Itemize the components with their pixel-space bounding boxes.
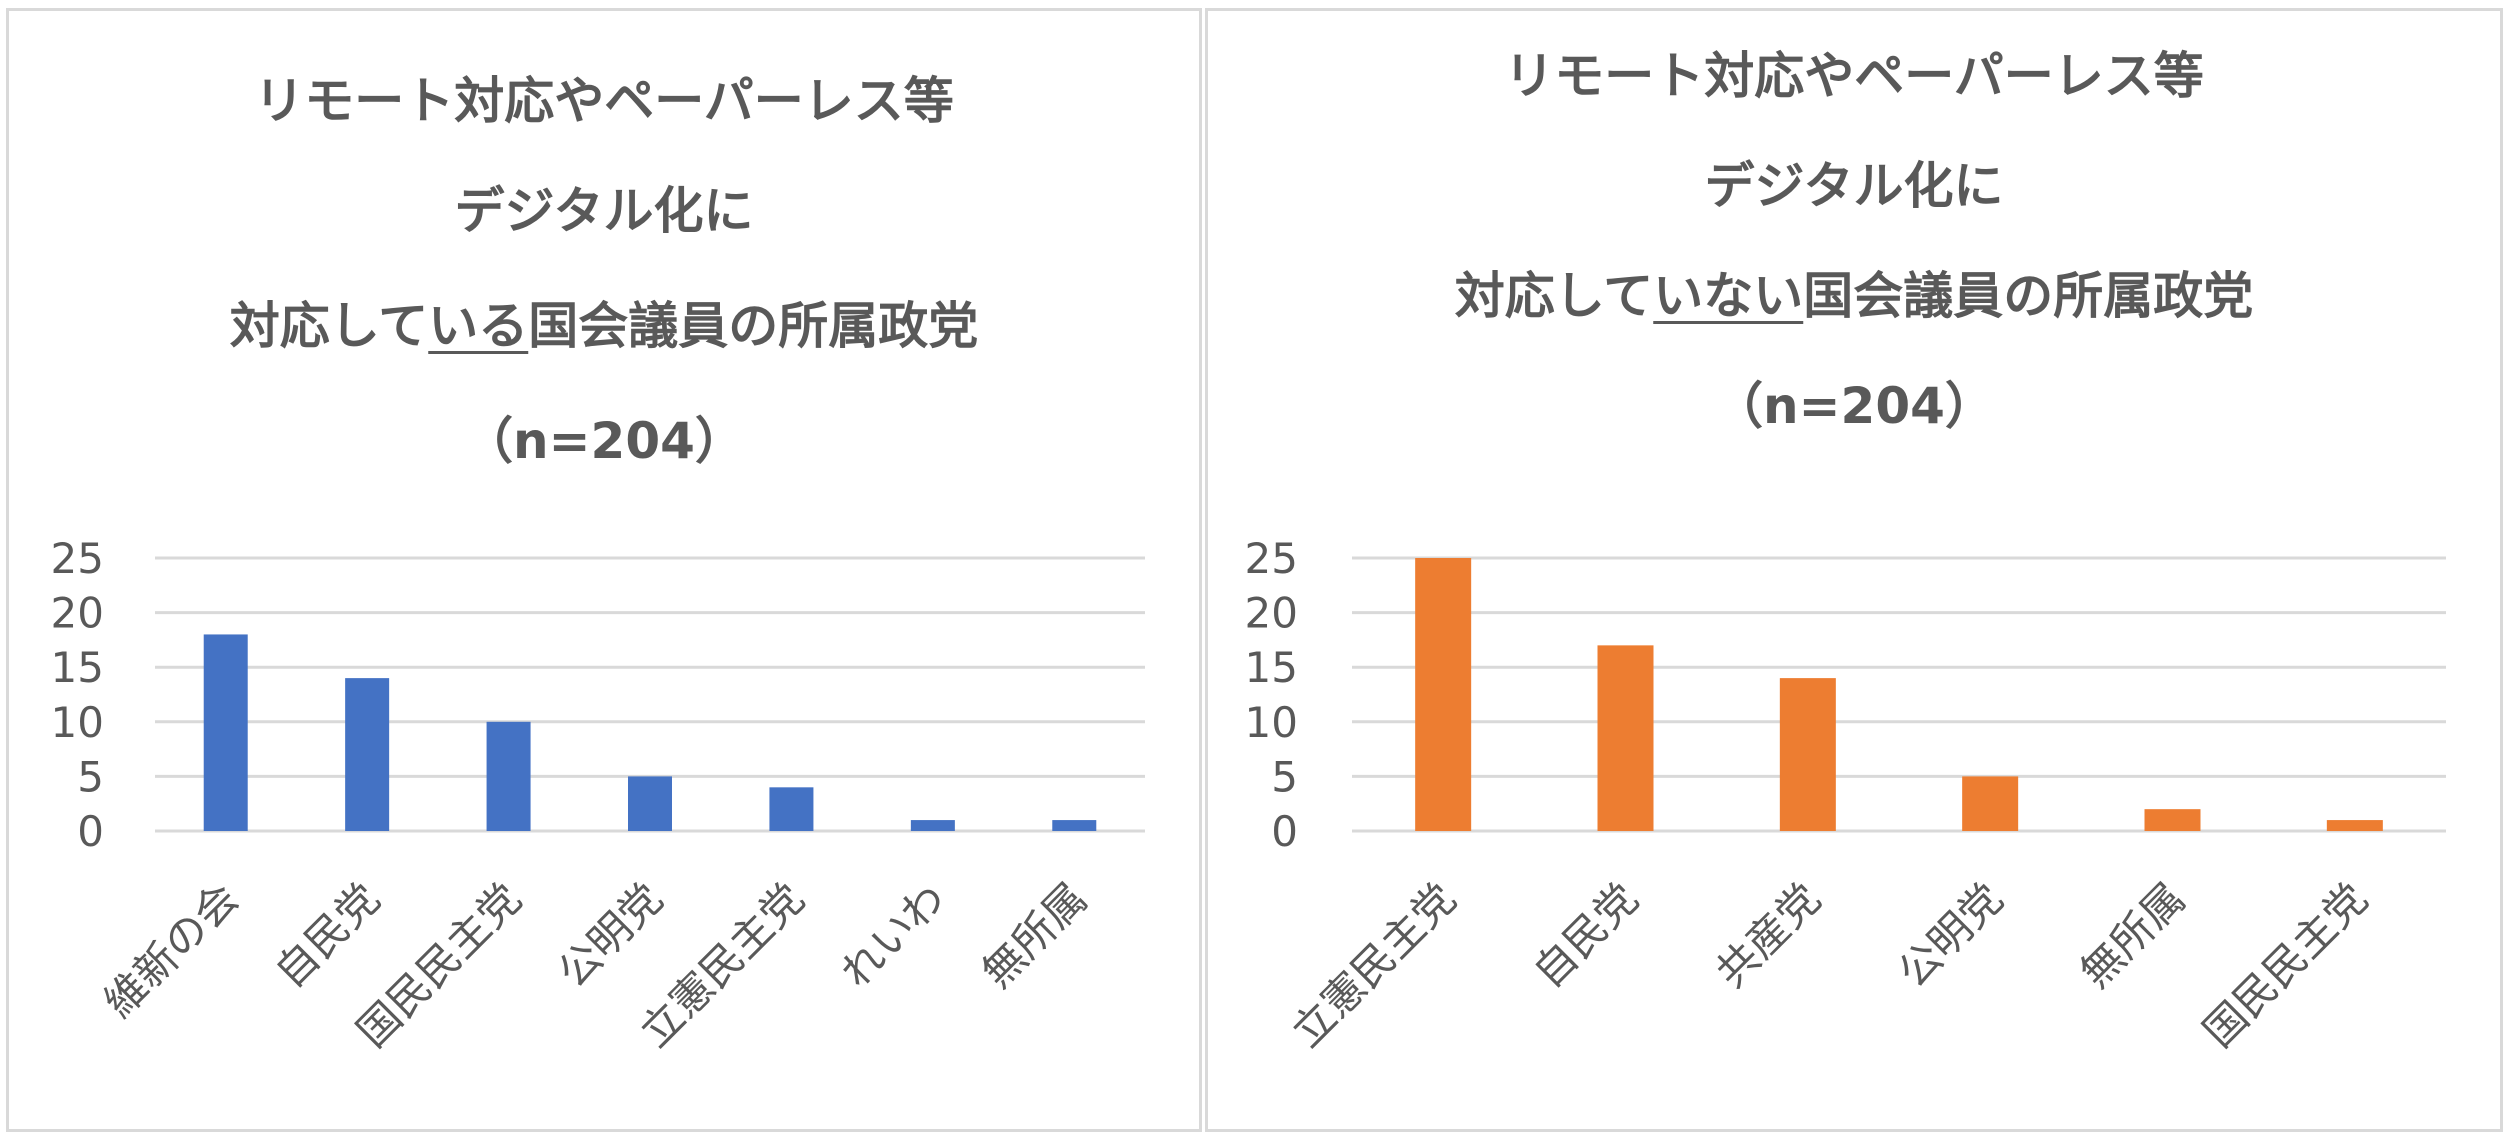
chart-panel-left: リモート対応やペーパーレス等 デジタル化に 対応している国会議員の所属政党 （n…: [6, 8, 1202, 1132]
y-tick-label: 5: [77, 752, 104, 801]
bar: [2326, 820, 2383, 831]
chart-subtitle: （n=204）: [463, 412, 745, 470]
x-tick-label: 共産党: [1706, 873, 1830, 997]
x-tick-label: 無所属: [973, 873, 1097, 997]
chart-title-line-2: デジタル化に: [454, 182, 754, 240]
y-tick-label: 0: [77, 807, 104, 856]
bar: [2144, 809, 2201, 831]
chart-title-line-2: デジタル化に: [1704, 157, 2004, 215]
x-tick-label: 国民民主党: [2194, 873, 2377, 1056]
title-line3-post: 国会議員の所属政党: [528, 297, 979, 355]
y-tick-label: 15: [51, 643, 104, 692]
bar: [1415, 558, 1472, 831]
title-line3-post: 国会議員の所属政党: [1803, 267, 2254, 325]
x-tick-label: 自民党: [265, 873, 389, 997]
chart-panel-right: リモート対応やペーパーレス等 デジタル化に 対応していない国会議員の所属政党 （…: [1205, 8, 2503, 1132]
chart-subtitle: （n=204）: [1713, 377, 1995, 435]
y-tick-label: 15: [1245, 643, 1298, 692]
bar: [1052, 820, 1097, 831]
chart-title-line-1: リモート対応やペーパーレス等: [254, 72, 954, 130]
bar: [1962, 776, 2019, 831]
y-tick-label: 20: [51, 589, 104, 638]
bar: [628, 776, 672, 831]
y-tick-label: 25: [1245, 534, 1298, 583]
x-tick-label: れいわ: [831, 873, 955, 997]
title-line3-pre: 対応して: [1454, 267, 1654, 325]
bar: [203, 634, 248, 831]
x-tick-label: 公明党: [1888, 873, 2012, 997]
y-tick-label: 0: [1271, 807, 1298, 856]
x-tick-label: 無所属: [2071, 873, 2195, 997]
y-tick-label: 10: [51, 698, 104, 747]
bar-chart-right: 0 5 10 15 20 25 立憲民主党 自民党 共産党 公明党 無所属 国民民主党: [1245, 534, 2446, 1057]
x-tick-label: 維新の会: [94, 873, 247, 1026]
y-tick-label: 10: [1245, 698, 1298, 747]
bar: [1597, 645, 1654, 831]
bar: [486, 721, 531, 831]
y-tick-label: 25: [51, 534, 104, 583]
y-tick-label: 20: [1245, 589, 1298, 638]
title-line3-emphasis: いる: [428, 297, 529, 355]
chart-title-line-3: 対応していない国会議員の所属政党: [1208, 266, 2500, 326]
y-tick-label: 5: [1271, 752, 1298, 801]
x-tick-label: 立憲民主党: [1282, 873, 1465, 1056]
title-line3-pre: 対応して: [229, 297, 429, 355]
bar: [910, 820, 955, 831]
x-tick-label: 公明党: [548, 873, 672, 997]
bar: [1779, 678, 1836, 831]
x-tick-label: 自民党: [1524, 873, 1648, 997]
chart-title-line-3: 対応している国会議員の所属政党: [9, 296, 1199, 356]
bar: [769, 787, 814, 831]
bar: [345, 678, 390, 831]
chart-title-line-1: リモート対応やペーパーレス等: [1504, 47, 2204, 105]
title-line3-emphasis: いない: [1653, 267, 1804, 325]
